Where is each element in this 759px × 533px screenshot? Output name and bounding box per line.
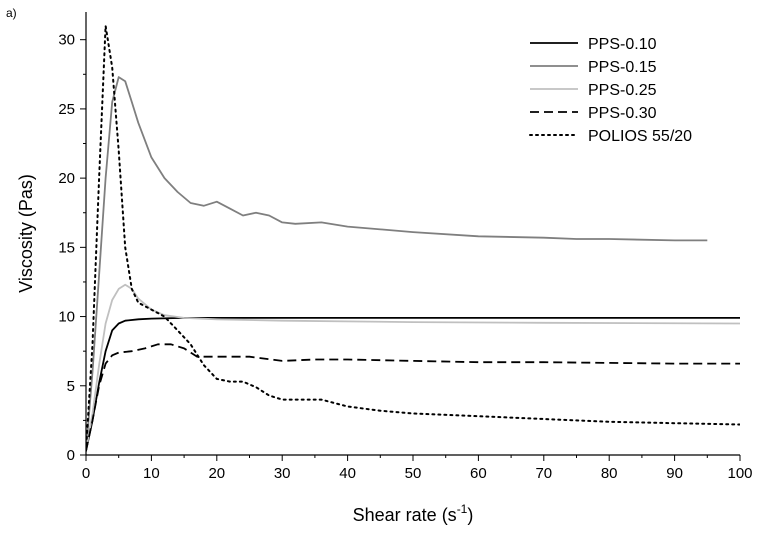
series-line-5 xyxy=(86,24,740,452)
x-axis-title-close: ) xyxy=(467,505,473,525)
x-tick-label: 0 xyxy=(82,465,90,482)
y-tick-label: 0 xyxy=(67,447,75,464)
x-tick-label: 90 xyxy=(666,465,683,482)
x-tick-label: 50 xyxy=(405,465,422,482)
ticks: 0 10 20 30 40 50 60 70 80 90 100 0 5 10 15 20 25 30 xyxy=(58,32,752,482)
y-tick-label: 20 xyxy=(58,170,75,187)
series-lines xyxy=(86,24,740,452)
x-tick-label: 40 xyxy=(339,465,356,482)
y-tick-label: 25 xyxy=(58,101,75,118)
x-tick-label: 20 xyxy=(208,465,225,482)
series-line-4 xyxy=(86,343,740,451)
y-tick-label: 30 xyxy=(58,32,75,49)
x-axis-title-superscript: -1 xyxy=(457,502,468,516)
y-axis-title: Viscosity (Pas) xyxy=(16,174,36,293)
y-tick-label: 10 xyxy=(58,309,75,326)
x-tick-label: 70 xyxy=(535,465,552,482)
x-tick-label: 30 xyxy=(274,465,291,482)
series-line-2 xyxy=(86,76,708,451)
x-axis-title-text: Shear rate (s xyxy=(353,505,457,525)
panel-label: a) xyxy=(6,6,17,20)
x-tick-label: 10 xyxy=(143,465,160,482)
x-tick-label: 60 xyxy=(470,465,487,482)
y-tick-label: 5 xyxy=(67,378,75,395)
legend-label-3: PPS-0.25 xyxy=(588,82,657,99)
legend-label-4: PPS-0.30 xyxy=(588,105,657,122)
legend-label-5: POLIOS 55/20 xyxy=(588,128,692,145)
x-tick-label: 100 xyxy=(727,465,752,482)
x-tick-label: 80 xyxy=(601,465,618,482)
series-line-3 xyxy=(86,283,740,451)
x-axis-title: Shear rate (s-1) xyxy=(353,502,474,525)
legend-label-2: PPS-0.15 xyxy=(588,59,657,76)
series-line-1 xyxy=(86,317,740,451)
axes xyxy=(85,12,740,456)
legend: PPS-0.10 PPS-0.15 PPS-0.25 PPS-0.30 POLIOS 5… xyxy=(529,36,692,145)
legend-label-1: PPS-0.10 xyxy=(588,36,657,53)
y-tick-label: 15 xyxy=(58,239,75,256)
